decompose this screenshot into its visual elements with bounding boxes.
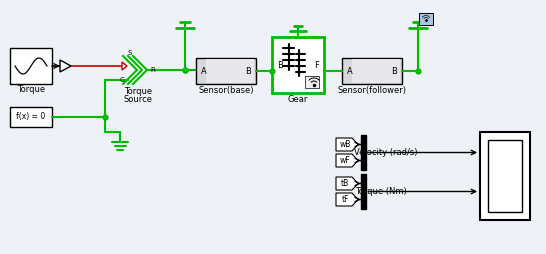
- Polygon shape: [336, 154, 358, 167]
- Bar: [272, 37, 324, 93]
- Bar: [342, 58, 402, 84]
- Text: Torque: Torque: [124, 87, 152, 97]
- Bar: [10, 107, 52, 127]
- Text: Gear: Gear: [288, 94, 308, 103]
- Text: A: A: [201, 67, 207, 75]
- Text: Torque: Torque: [17, 86, 45, 94]
- Text: Sensor(base): Sensor(base): [198, 86, 254, 94]
- Text: Velocity (rad/s): Velocity (rad/s): [354, 148, 418, 157]
- Bar: [196, 58, 256, 84]
- Text: f(x) = 0: f(x) = 0: [16, 113, 46, 121]
- Polygon shape: [336, 177, 358, 190]
- Polygon shape: [336, 138, 358, 151]
- Polygon shape: [122, 62, 127, 70]
- Bar: [352, 59, 400, 83]
- Bar: [305, 76, 319, 88]
- Bar: [206, 59, 254, 83]
- Bar: [480, 132, 530, 220]
- Text: S: S: [128, 50, 132, 56]
- Text: B: B: [245, 67, 251, 75]
- Text: A: A: [347, 67, 353, 75]
- Text: tF: tF: [341, 195, 349, 204]
- Bar: [419, 13, 433, 25]
- Text: F: F: [314, 60, 319, 70]
- Text: B: B: [277, 60, 283, 70]
- Bar: [488, 140, 522, 212]
- Bar: [361, 174, 366, 209]
- Text: Source: Source: [123, 96, 152, 104]
- Text: Sensor(follower): Sensor(follower): [337, 86, 407, 94]
- Bar: [10, 48, 52, 84]
- Text: tB: tB: [341, 179, 349, 188]
- Text: Torque (Nm): Torque (Nm): [355, 187, 407, 196]
- Bar: [361, 135, 366, 170]
- Text: B: B: [391, 67, 397, 75]
- Text: C: C: [119, 77, 124, 83]
- Text: wB: wB: [339, 140, 351, 149]
- Text: wF: wF: [340, 156, 351, 165]
- Polygon shape: [60, 60, 71, 72]
- Text: R: R: [150, 67, 155, 73]
- Polygon shape: [336, 193, 358, 206]
